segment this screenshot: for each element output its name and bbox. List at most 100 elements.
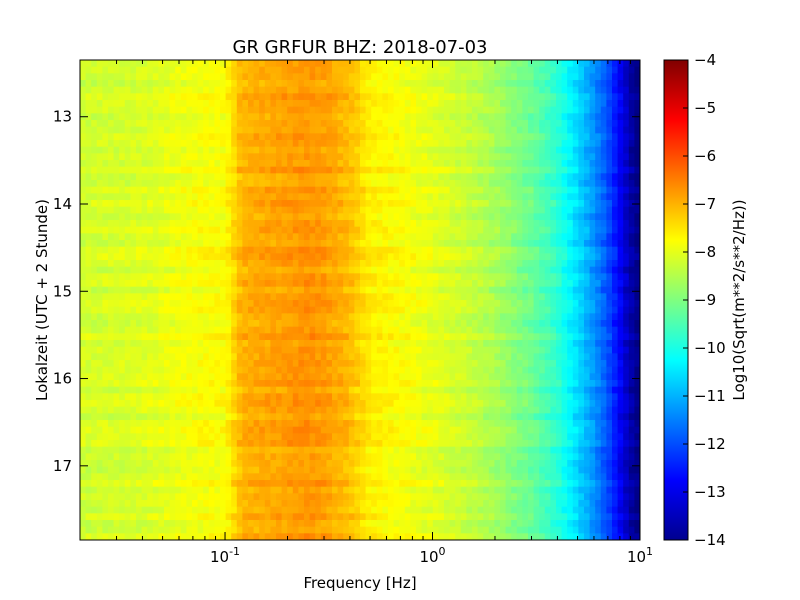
heatmap-cell xyxy=(354,380,361,388)
heatmap-cell xyxy=(197,520,204,528)
heatmap-cell xyxy=(147,280,154,288)
heatmap-cell xyxy=(225,480,232,488)
heatmap-cell xyxy=(96,526,103,534)
heatmap-cell xyxy=(264,193,271,201)
heatmap-cell xyxy=(438,246,445,254)
heatmap-cell xyxy=(192,220,199,228)
heatmap-cell xyxy=(197,253,204,261)
heatmap-cell xyxy=(91,213,98,221)
heatmap-cell xyxy=(236,486,243,494)
heatmap-cell xyxy=(365,426,372,434)
heatmap-cell xyxy=(410,93,417,101)
heatmap-cell xyxy=(259,426,266,434)
heatmap-cell xyxy=(242,120,249,128)
heatmap-cell xyxy=(309,93,316,101)
heatmap-cell xyxy=(264,253,271,261)
heatmap-cell xyxy=(399,360,406,368)
heatmap-cell xyxy=(399,280,406,288)
heatmap-cell xyxy=(197,280,204,288)
heatmap-cell xyxy=(304,113,311,121)
heatmap-cell xyxy=(337,426,344,434)
heatmap-cell xyxy=(276,140,283,148)
heatmap-cell xyxy=(410,526,417,534)
heatmap-cell xyxy=(242,260,249,268)
heatmap-cell xyxy=(281,160,288,168)
heatmap-cell xyxy=(376,273,383,281)
heatmap-cell xyxy=(108,333,115,341)
heatmap-cell xyxy=(360,380,367,388)
heatmap-cell xyxy=(348,220,355,228)
heatmap-cell xyxy=(287,186,294,194)
heatmap-cell xyxy=(276,173,283,181)
heatmap-cell xyxy=(253,246,260,254)
heatmap-cell xyxy=(421,520,428,528)
heatmap-cell xyxy=(376,373,383,381)
heatmap-cell xyxy=(96,473,103,481)
heatmap-cell xyxy=(91,313,98,321)
heatmap-cell xyxy=(348,520,355,528)
heatmap-cell xyxy=(427,153,434,161)
heatmap-cell xyxy=(108,413,115,421)
heatmap-cell xyxy=(203,220,210,228)
heatmap-cell xyxy=(119,473,126,481)
heatmap-cell xyxy=(214,153,221,161)
heatmap-cell xyxy=(292,413,299,421)
heatmap-cell xyxy=(354,426,361,434)
heatmap-cell xyxy=(158,106,165,114)
heatmap-cell xyxy=(348,366,355,374)
heatmap-cell xyxy=(315,500,322,508)
heatmap-cell xyxy=(466,200,473,208)
heatmap-cell xyxy=(164,300,171,308)
heatmap-cell xyxy=(371,100,378,108)
heatmap-cell xyxy=(304,326,311,334)
heatmap-cell xyxy=(410,353,417,361)
heatmap-cell xyxy=(460,186,467,194)
heatmap-cell xyxy=(410,246,417,254)
heatmap-cell xyxy=(337,200,344,208)
heatmap-cell xyxy=(186,446,193,454)
heatmap-cell xyxy=(147,240,154,248)
heatmap-cell xyxy=(438,166,445,174)
heatmap-cell xyxy=(231,146,238,154)
heatmap-cell xyxy=(365,520,372,528)
heatmap-cell xyxy=(360,460,367,468)
heatmap-cell xyxy=(421,406,428,414)
heatmap-cell xyxy=(192,306,199,314)
heatmap-cell xyxy=(320,200,327,208)
heatmap-cell xyxy=(304,186,311,194)
heatmap-cell xyxy=(376,300,383,308)
heatmap-cell xyxy=(365,226,372,234)
heatmap-cell xyxy=(466,166,473,174)
heatmap-cell xyxy=(304,393,311,401)
heatmap-cell xyxy=(158,480,165,488)
heatmap-cell xyxy=(449,473,456,481)
heatmap-cell xyxy=(455,533,462,540)
heatmap-cell xyxy=(220,453,227,461)
heatmap-cell xyxy=(320,106,327,114)
heatmap-cell xyxy=(332,513,339,521)
heatmap-cell xyxy=(102,120,109,128)
heatmap-cell xyxy=(276,166,283,174)
heatmap-cell xyxy=(248,206,255,214)
heatmap-cell xyxy=(186,200,193,208)
heatmap-cell xyxy=(382,466,389,474)
heatmap-cell xyxy=(326,393,333,401)
heatmap-cell xyxy=(376,173,383,181)
heatmap-cell xyxy=(276,486,283,494)
heatmap-cell xyxy=(410,300,417,308)
heatmap-cell xyxy=(225,533,232,540)
heatmap-cell xyxy=(287,466,294,474)
heatmap-cell xyxy=(242,173,249,181)
heatmap-cell xyxy=(427,313,434,321)
heatmap-cell xyxy=(304,193,311,201)
heatmap-cell xyxy=(242,333,249,341)
heatmap-cell xyxy=(136,220,143,228)
heatmap-cell xyxy=(147,486,154,494)
heatmap-cell xyxy=(248,246,255,254)
heatmap-cell xyxy=(432,60,439,68)
heatmap-cell xyxy=(158,253,165,261)
heatmap-cell xyxy=(332,193,339,201)
heatmap-cell xyxy=(124,360,131,368)
heatmap-cell xyxy=(281,420,288,428)
heatmap-cell xyxy=(169,520,176,528)
